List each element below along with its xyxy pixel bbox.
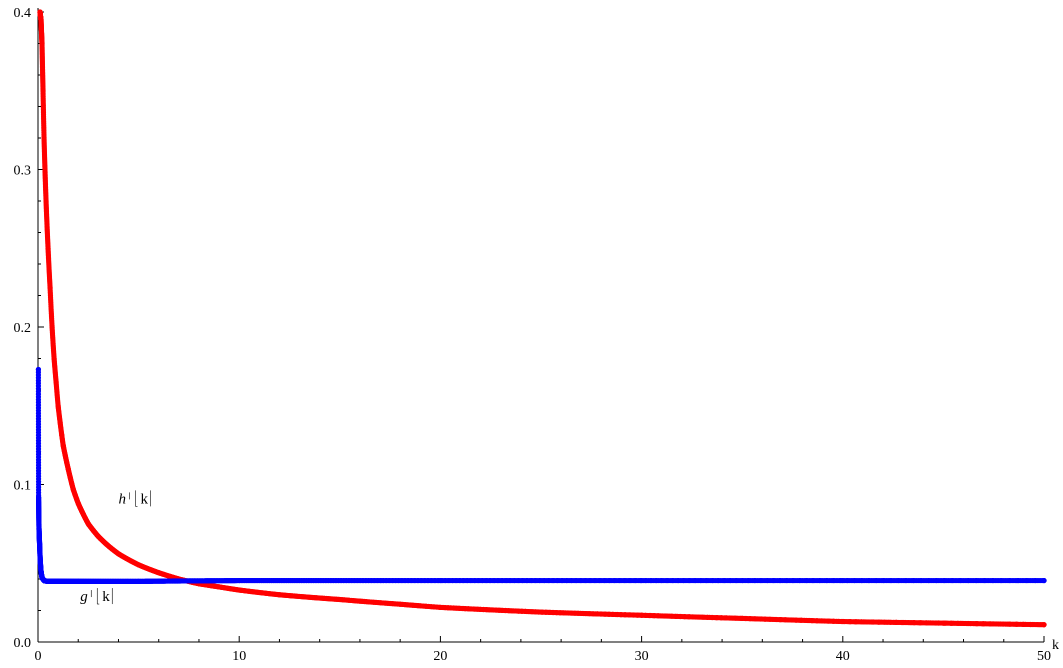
x-tick-label: 10 [232,649,246,664]
x-tick-label: 50 [1037,649,1051,664]
curve-dot [65,467,72,473]
x-axis-title: k [1052,638,1059,653]
annotation-argument: k [140,491,148,507]
x-tick-label: 30 [635,649,649,664]
curve-dot [67,474,73,480]
y-tick-label: 0.1 [14,479,32,494]
curve-dot [60,444,67,450]
x-tick-label: 20 [433,649,447,664]
annotation-function-name: g [80,589,88,605]
y-tick-label: 0.0 [14,636,32,651]
x-ticks-group: 0 10 20 30 40 50 [35,636,1051,664]
x-tick-label: 0 [35,649,42,664]
curve-dot [1041,622,1047,628]
curve-dot [72,492,78,498]
y-tick-label: 0.3 [14,164,32,179]
x-tick-label: 40 [836,649,850,664]
annotation-function-name: h [118,491,126,507]
annotations-group: h kg k [80,490,151,605]
curve-dot [59,432,65,438]
series-2 [35,366,1047,584]
x-axis: 0 10 20 30 40 50 k [35,636,1059,664]
curve-dot [69,481,75,487]
curve-dot [70,487,77,493]
series-1 [37,9,1047,628]
series-group [35,9,1047,628]
curve-dot [57,419,63,425]
annotation-argument: k [102,589,110,605]
curve-dot [55,405,62,411]
curve-dot [74,496,80,503]
curve-dot [1041,577,1047,584]
curve-dot [62,452,68,458]
curve-dot [64,460,70,466]
y-tick-label: 0.4 [14,6,32,21]
y-tick-label: 0.2 [14,321,32,336]
